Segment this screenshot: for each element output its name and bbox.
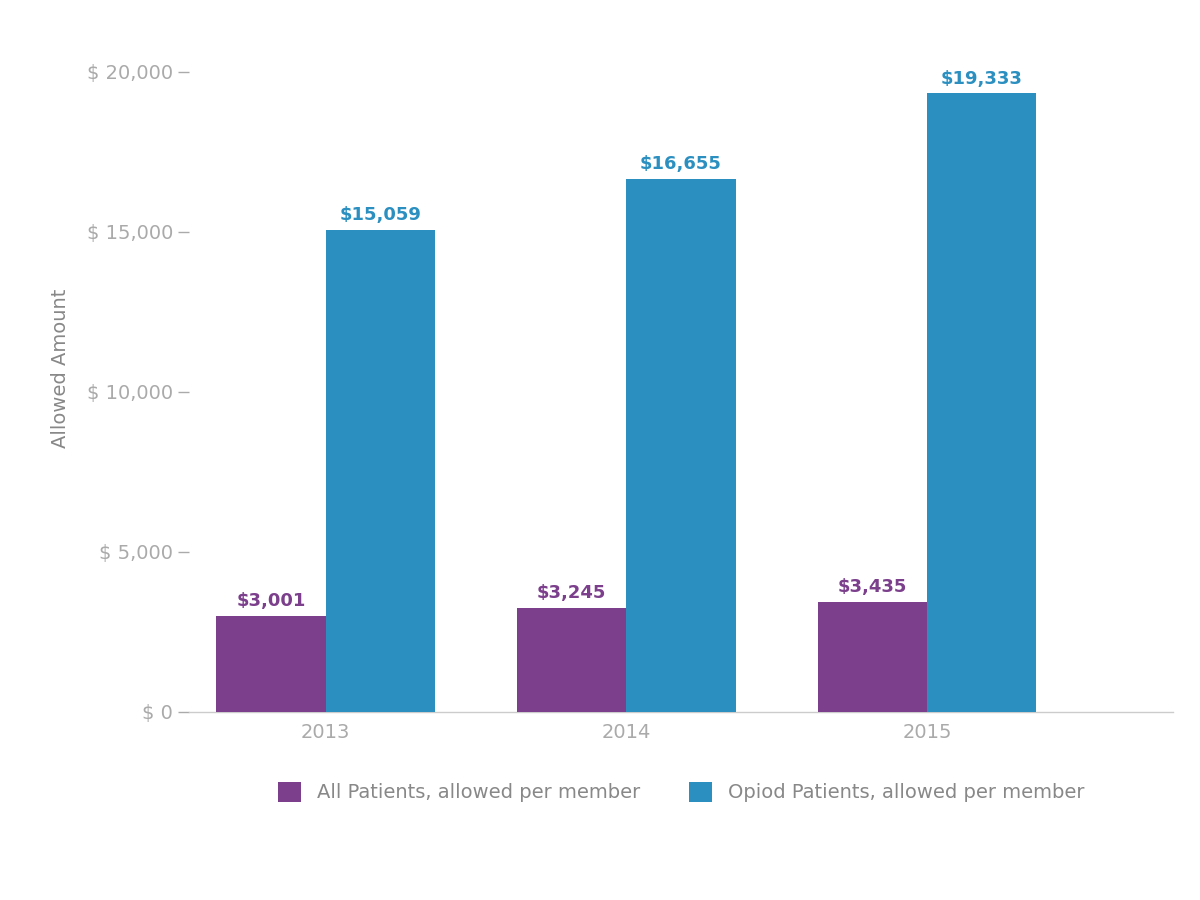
Text: $3,435: $3,435 [838, 578, 907, 596]
Text: $15,059: $15,059 [340, 206, 421, 224]
Bar [817, 602, 928, 712]
Bar [928, 94, 1037, 712]
Legend: All Patients, allowed per member, Opiod Patients, allowed per member: All Patients, allowed per member, Opiod … [269, 772, 1093, 812]
Y-axis label: Allowed Amount: Allowed Amount [52, 288, 70, 447]
Text: $19,333: $19,333 [941, 69, 1022, 87]
Text: $3,245: $3,245 [536, 584, 606, 602]
Text: $16,655: $16,655 [640, 155, 722, 173]
Text: $3,001: $3,001 [236, 592, 306, 610]
Bar [517, 608, 626, 712]
Bar [216, 616, 325, 712]
Bar [626, 179, 736, 712]
Bar [325, 230, 436, 712]
